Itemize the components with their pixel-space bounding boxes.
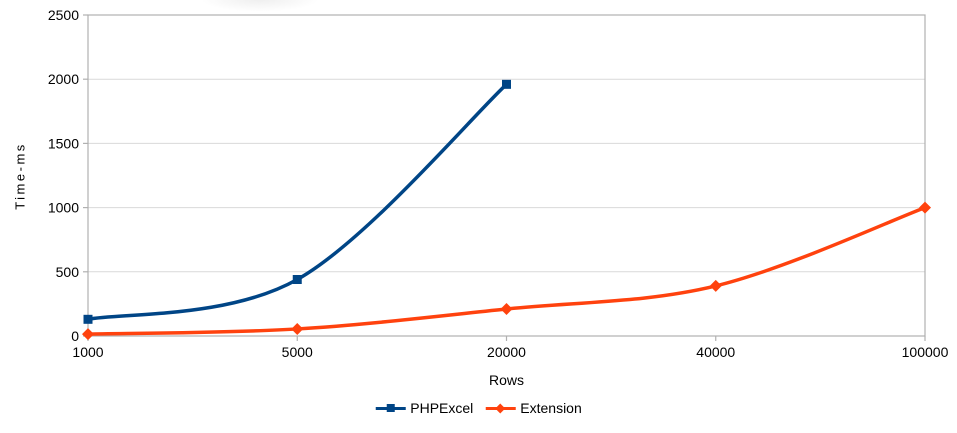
legend-label: PHPExcel <box>410 400 474 416</box>
y-tick-label: 1000 <box>48 200 79 216</box>
y-axis-title: Time-ms <box>12 142 28 210</box>
x-tick-label: 100000 <box>902 344 949 360</box>
y-tick-label: 0 <box>71 328 79 344</box>
marker-diamond-extension <box>82 328 94 341</box>
x-tick-label: 5000 <box>282 344 313 360</box>
legend-item-extension: Extension <box>485 400 582 416</box>
x-tick-label: 20000 <box>487 344 526 360</box>
x-tick-label: 1000 <box>72 344 103 360</box>
legend-marker <box>495 403 506 413</box>
plot-frame <box>87 14 926 337</box>
marker-diamond-extension <box>500 303 513 316</box>
x-tick-label: 40000 <box>696 344 735 360</box>
legend-diamond-marker-icon <box>485 402 516 414</box>
y-tick-label: 1500 <box>48 135 79 151</box>
marker-square-phpexcel <box>83 314 93 324</box>
chart-legend: PHPExcel Extension <box>375 400 582 416</box>
marker-diamond-extension <box>709 279 722 292</box>
y-tick-label: 500 <box>56 264 80 280</box>
series-line-extension <box>87 205 926 336</box>
marker-square-phpexcel <box>292 275 302 285</box>
marker-square-phpexcel <box>502 79 511 89</box>
marker-diamond-extension <box>291 322 304 335</box>
legend-item-phpexcel: PHPExcel <box>375 400 473 416</box>
y-tick-label: 2000 <box>48 71 79 87</box>
legend-label: Extension <box>520 400 582 416</box>
legend-marker <box>386 404 395 412</box>
legend-square-marker-icon <box>375 402 406 414</box>
series-line-phpexcel <box>87 83 508 322</box>
x-axis-title: Rows <box>488 372 524 388</box>
y-tick-label: 2500 <box>48 7 79 23</box>
marker-diamond-extension <box>919 201 931 214</box>
